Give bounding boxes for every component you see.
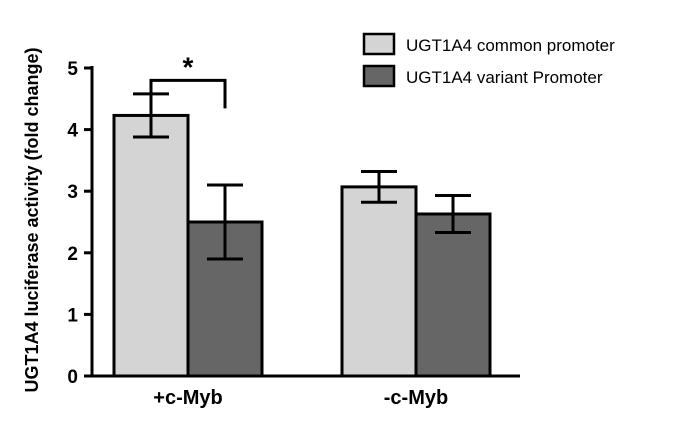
significance-star: * (183, 51, 194, 82)
y-tick-label: 2 (67, 244, 78, 265)
bar (340, 185, 418, 378)
x-axis: +c-Myb -c-Myb (90, 374, 520, 409)
significance-bracket (149, 78, 227, 109)
y-tick-label: 0 (67, 367, 78, 388)
legend: UGT1A4 common promoter UGT1A4 variant Pro… (362, 32, 615, 88)
significance-annotations: * (149, 51, 227, 109)
y-tick-label: 1 (67, 305, 78, 326)
y-tick-label: 4 (67, 121, 78, 142)
legend-swatch (362, 32, 396, 56)
y-axis: 0 1 2 3 4 5 (67, 59, 94, 388)
legend-label: UGT1A4 variant Promoter (406, 68, 603, 87)
bar (112, 113, 190, 378)
bars (112, 113, 492, 378)
x-category-label: +c-Myb (153, 387, 222, 409)
y-tick-label: 5 (67, 59, 78, 80)
x-category-label: -c-Myb (384, 387, 448, 409)
legend-swatch (362, 64, 396, 88)
legend-label: UGT1A4 common promoter (406, 36, 615, 55)
y-tick-label: 3 (67, 182, 78, 203)
bar (414, 212, 492, 378)
y-axis-title: UGT1A4 luciferase activity (fold change) (22, 47, 42, 392)
